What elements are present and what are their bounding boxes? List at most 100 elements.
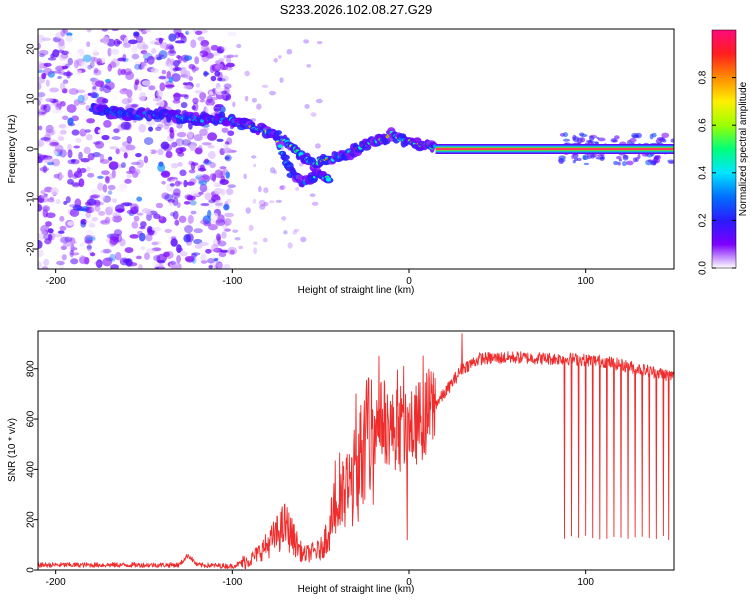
noise-blob — [112, 215, 123, 223]
noise-blob — [316, 41, 323, 45]
noise-blob — [160, 171, 170, 177]
noise-blob — [234, 54, 239, 58]
noise-blob — [102, 85, 112, 94]
noise-blob — [225, 188, 234, 196]
noise-blob — [179, 128, 185, 132]
noise-blob — [215, 233, 221, 242]
noise-blob — [155, 266, 166, 269]
noise-blob — [213, 182, 222, 188]
ridge-core — [277, 144, 283, 148]
noise-blob — [79, 242, 85, 247]
noise-blob — [108, 156, 113, 161]
noise-blob — [229, 249, 235, 255]
noise-blob — [141, 80, 152, 86]
noise-blob — [84, 220, 94, 224]
noise-blob — [59, 215, 65, 222]
y-tick-label: 0 — [26, 567, 37, 573]
noise-blob — [221, 90, 228, 95]
noise-blob — [189, 178, 197, 184]
noise-blob — [183, 85, 193, 90]
noise-blob — [190, 161, 196, 171]
noise-blob — [121, 98, 131, 105]
noise-blob — [137, 230, 143, 236]
noise-blob — [269, 90, 277, 96]
noise-blob — [589, 135, 595, 142]
noise-blob — [117, 57, 126, 62]
noise-blob — [256, 103, 262, 110]
noise-blob — [300, 236, 307, 243]
noise-blob — [130, 45, 138, 54]
noise-blob — [62, 79, 69, 84]
noise-blob — [102, 35, 110, 45]
noise-blob — [189, 200, 197, 206]
noise-blob — [100, 194, 106, 201]
noise-blob — [612, 139, 618, 143]
colorbar: 0.0 0.2 0.4 0.6 0.8 Normalized spectral ampl… — [698, 29, 749, 275]
noise-blob — [224, 212, 235, 218]
noise-blob — [65, 196, 71, 204]
noise-blob — [595, 156, 604, 160]
noise-blob — [80, 61, 88, 69]
noise-blob — [223, 263, 231, 269]
noise-blob — [121, 88, 128, 92]
noise-blob — [145, 29, 152, 33]
noise-blob — [210, 212, 219, 221]
noise-blob — [226, 198, 232, 204]
noise-blob — [92, 51, 100, 56]
noise-blob — [618, 158, 623, 162]
noise-blob — [205, 248, 212, 254]
noise-blob — [38, 249, 44, 258]
noise-blob — [194, 147, 203, 155]
noise-blob — [94, 260, 102, 266]
noise-blob — [151, 241, 159, 246]
noise-blob — [95, 80, 105, 87]
noise-blob — [65, 34, 73, 43]
colorbar-tick-label: 0.0 — [698, 261, 709, 275]
noise-blob — [68, 88, 79, 95]
noise-blob — [140, 246, 146, 250]
noise-blob — [87, 172, 95, 178]
noise-blob — [38, 139, 45, 148]
noise-blob — [109, 48, 120, 55]
noise-blob — [191, 252, 201, 256]
snr-frame — [37, 330, 675, 571]
noise-blob — [215, 219, 223, 224]
noise-blob — [43, 156, 54, 164]
noise-blob — [210, 96, 219, 101]
noise-blob — [163, 251, 170, 258]
noise-blob — [225, 62, 235, 68]
noise-blob — [85, 236, 96, 242]
noise-blob — [238, 245, 244, 250]
noise-blob — [170, 236, 177, 240]
noise-blob — [97, 175, 104, 180]
noise-blob — [115, 148, 121, 155]
spectrogram-y-label: Frequency (Hz) — [7, 115, 18, 184]
noise-blob — [253, 247, 258, 255]
noise-blob — [125, 71, 135, 81]
noise-blob — [214, 169, 224, 179]
noise-blob — [245, 207, 251, 214]
noise-blob — [138, 232, 146, 242]
noise-blob — [151, 247, 162, 252]
noise-blob — [656, 137, 665, 141]
noise-blob — [572, 159, 576, 164]
noise-blob — [92, 86, 97, 90]
colorbar-tick-label: 0.4 — [698, 165, 709, 179]
ridge-blob — [280, 154, 290, 161]
noise-blob — [92, 151, 101, 158]
noise-blob — [91, 216, 99, 222]
noise-blob — [203, 70, 208, 77]
noise-blob — [43, 233, 53, 240]
noise-blob — [155, 202, 164, 209]
noise-blob — [81, 120, 87, 126]
noise-blob — [59, 236, 68, 244]
noise-blob — [149, 149, 157, 154]
noise-blob — [201, 142, 212, 146]
noise-blob — [134, 60, 141, 66]
noise-blob — [224, 66, 233, 71]
noise-blob — [594, 141, 599, 145]
noise-blob — [221, 94, 227, 100]
noise-blob — [196, 52, 203, 56]
noise-blob — [185, 30, 190, 35]
noise-blob — [177, 162, 183, 167]
